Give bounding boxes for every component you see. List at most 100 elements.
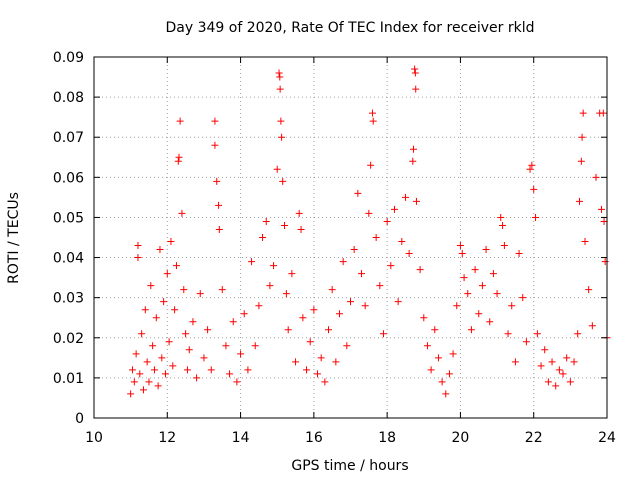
data-point-marker [175,153,183,161]
y-tick-label: 0.07 [53,130,84,146]
data-point-marker [599,109,607,117]
data-point-marker [578,133,586,141]
data-point-marker [141,306,149,314]
data-point-marker [288,270,296,278]
data-point-marker [411,65,419,73]
data-point-marker [266,282,274,290]
data-point-marker [240,310,248,318]
data-point-marker [193,374,201,382]
data-point-marker [149,342,157,350]
data-point-marker [130,378,138,386]
data-point-marker [453,302,461,310]
data-point-marker [276,73,284,81]
data-point-marker [522,338,530,346]
data-point-marker [508,302,516,310]
data-point-marker [277,117,285,125]
data-point-marker [222,342,230,350]
data-point-marker [134,254,142,262]
data-point-marker [460,274,468,282]
data-point-marker [154,382,162,390]
data-point-marker [138,330,146,338]
data-point-marker [152,314,160,322]
data-point-marker [158,354,166,362]
data-point-marker [279,177,287,185]
x-tick-label: 24 [598,430,616,446]
data-point-marker [519,294,527,302]
data-point-marker [420,314,428,322]
data-point-marker [132,350,140,358]
data-point-marker [478,282,486,290]
data-point-marker [442,390,450,398]
data-point-marker [278,133,286,141]
data-point-marker [570,358,578,366]
data-point-marker [601,258,609,266]
data-point-marker [251,342,259,350]
x-tick-label: 12 [158,430,176,446]
data-point-marker [600,217,608,225]
data-point-marker [445,370,453,378]
y-tick-label: 0 [75,411,84,427]
data-point-marker [218,286,226,294]
data-point-marker [284,326,292,334]
data-point-marker [357,270,365,278]
data-point-marker [511,358,519,366]
data-point-marker [409,157,417,165]
data-point-marker [431,326,439,334]
data-point-marker [456,242,464,250]
data-point-marker [537,362,545,370]
data-point-marker [423,342,431,350]
data-point-marker [134,242,142,250]
x-tick-label: 14 [232,430,250,446]
data-point-marker [180,286,188,294]
data-point-marker [592,173,600,181]
data-point-marker [427,366,435,374]
data-point-marker [411,69,419,77]
y-tick-label: 0.06 [53,170,84,186]
data-point-marker [127,390,135,398]
data-point-marker [390,205,398,213]
data-point-marker [528,161,536,169]
data-point-marker [530,185,538,193]
data-point-marker [303,366,311,374]
data-point-marker [467,326,475,334]
data-point-marker [310,306,318,314]
data-point-marker [475,310,483,318]
data-point-marker [171,306,179,314]
y-tick-label: 0.04 [53,251,84,267]
data-point-marker [273,165,281,173]
data-point-marker [215,201,223,209]
data-point-marker [416,266,424,274]
data-point-marker [350,246,358,254]
data-point-marker [434,354,442,362]
data-point-marker [336,310,344,318]
data-point-marker [598,205,606,213]
data-point-marker [281,221,289,229]
data-point-marker [500,242,508,250]
data-point-marker [579,109,587,117]
data-point-marker [504,330,512,338]
data-point-marker [369,117,377,125]
data-point-marker [196,290,204,298]
data-point-marker [574,330,582,338]
data-point-marker [588,322,596,330]
data-point-marker [387,262,395,270]
data-point-marker [464,290,472,298]
y-tick-label: 0.08 [53,90,84,106]
data-point-marker [458,250,466,258]
chart-title: Day 349 of 2020, Rate Of TEC Index for r… [165,20,534,36]
data-point-marker [160,298,168,306]
data-point-marker [174,157,182,165]
data-point-marker [394,298,402,306]
data-point-marker [347,298,354,306]
data-point-marker [145,378,153,386]
data-point-marker [541,346,549,354]
data-point-marker [412,85,420,93]
data-point-marker [577,157,585,165]
x-tick-label: 16 [305,430,323,446]
data-point-marker [295,209,303,217]
data-point-marker [339,258,347,266]
data-point-marker [178,209,186,217]
axis-ticks: 10 12 14 16 18 20 22 24 0 0.01 0.02 0.03 0.04 0.05 0.0… [53,50,616,446]
data-point-marker [299,314,307,322]
data-point-marker [410,145,418,153]
